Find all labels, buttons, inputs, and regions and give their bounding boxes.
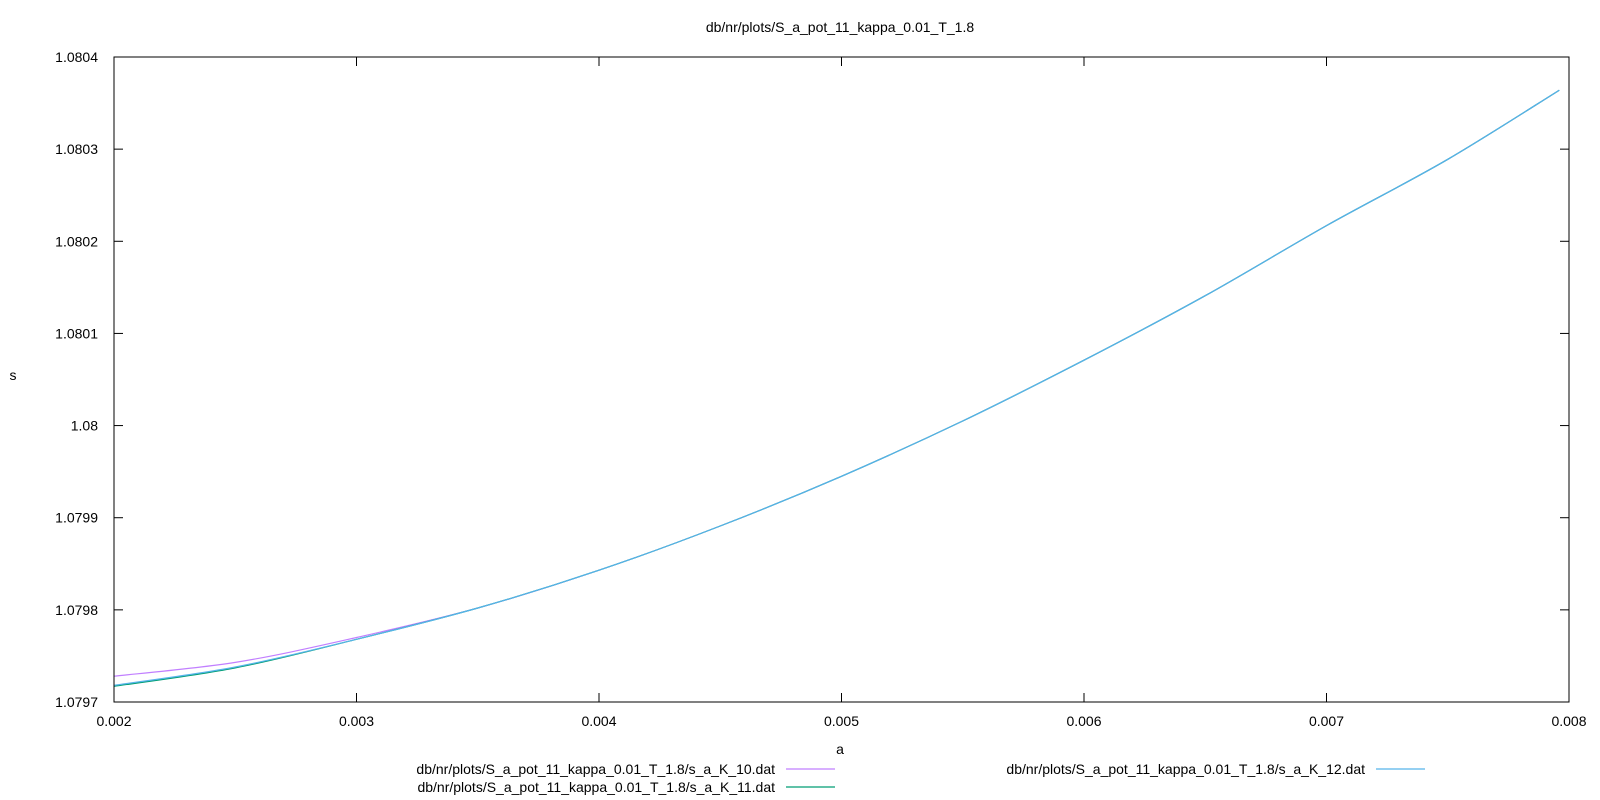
x-tick-label: 0.004: [581, 713, 616, 729]
y-tick-label: 1.0801: [55, 325, 98, 341]
x-tick-label: 0.007: [1309, 713, 1344, 729]
series-lines: [113, 89, 1560, 687]
x-tick-label: 0.008: [1551, 713, 1586, 729]
x-tick-label: 0.003: [339, 713, 374, 729]
y-axis-label: s: [10, 367, 17, 383]
x-tick-label: 0.006: [1066, 713, 1101, 729]
legend-label: db/nr/plots/S_a_pot_11_kappa_0.01_T_1.8/…: [416, 761, 775, 777]
plot-frame: [113, 56, 1570, 703]
legend-label: db/nr/plots/S_a_pot_11_kappa_0.01_T_1.8/…: [1006, 761, 1365, 777]
y-tick-label: 1.0802: [55, 233, 98, 249]
y-tick-label: 1.0803: [55, 141, 98, 157]
legend: db/nr/plots/S_a_pot_11_kappa_0.01_T_1.8/…: [416, 761, 1425, 795]
x-tick-label: 0.005: [824, 713, 859, 729]
y-tick-label: 1.0804: [55, 49, 98, 65]
x-tick-label: 0.002: [96, 713, 131, 729]
y-tick-label: 1.08: [71, 418, 98, 434]
series-line-2: [113, 89, 1560, 687]
y-tick-label: 1.0797: [55, 694, 98, 710]
axis-ticks: 0.002 0.003 0.004 0.005 0.006 0.007 0.008 1.079…: [55, 49, 1587, 729]
x-axis-label: a: [836, 741, 844, 757]
legend-label: db/nr/plots/S_a_pot_11_kappa_0.01_T_1.8/…: [417, 779, 775, 795]
y-tick-label: 1.0799: [55, 510, 98, 526]
series-line-3: [113, 89, 1560, 686]
chart-title: db/nr/plots/S_a_pot_11_kappa_0.01_T_1.8: [706, 19, 975, 35]
y-tick-label: 1.0798: [55, 602, 98, 618]
series-line-1: [113, 89, 1560, 677]
